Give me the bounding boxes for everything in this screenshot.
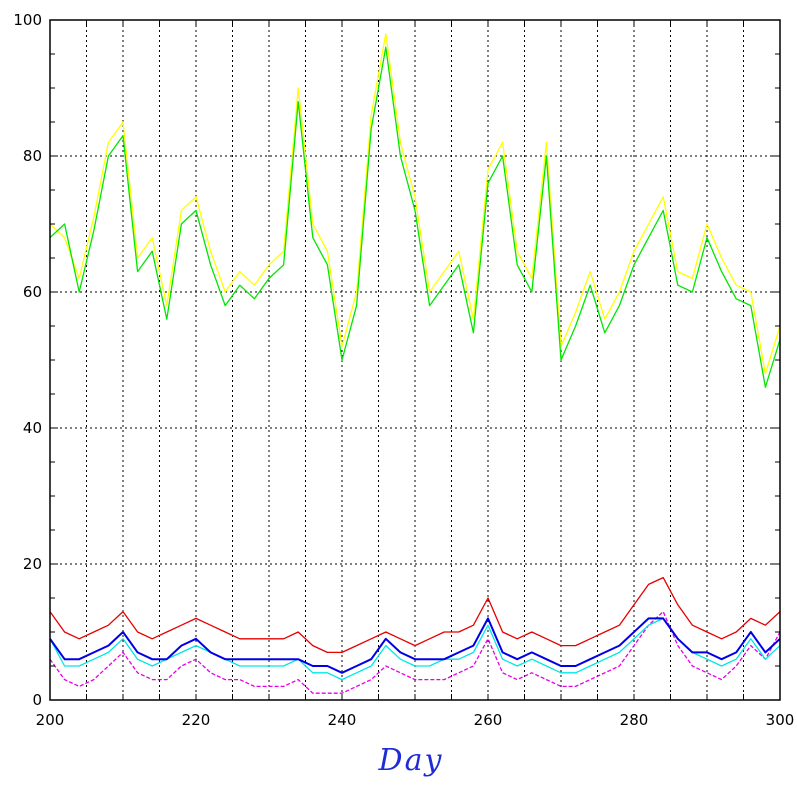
x-tick-label: 300 bbox=[766, 711, 795, 729]
x-tick-label: 220 bbox=[182, 711, 211, 729]
grid bbox=[50, 20, 780, 700]
y-tick-labels: 0 20 40 60 80 100 bbox=[13, 11, 42, 709]
series-line-green bbox=[49, 46, 781, 388]
plot-frame bbox=[49, 19, 781, 701]
y-tick-label: 20 bbox=[23, 555, 42, 573]
series-line-blue bbox=[49, 617, 781, 674]
y-tick-label: 100 bbox=[13, 11, 42, 29]
y-tick-label: 0 bbox=[32, 691, 42, 709]
series-line-magenta bbox=[49, 610, 781, 694]
x-axis-title: Day bbox=[378, 743, 444, 778]
series-line-cyan bbox=[49, 617, 781, 681]
series-line-red bbox=[49, 576, 781, 654]
y-tick-label: 60 bbox=[23, 283, 42, 301]
x-tick-label: 240 bbox=[328, 711, 357, 729]
y-tick-label: 40 bbox=[23, 419, 42, 437]
y-tick-label: 80 bbox=[23, 147, 42, 165]
series-line-yellow bbox=[49, 32, 781, 375]
x-tick-labels: 200 220 240 260 280 300 bbox=[36, 711, 795, 729]
x-tick-label: 280 bbox=[620, 711, 649, 729]
x-tick-label: 200 bbox=[36, 711, 65, 729]
series-layer bbox=[49, 32, 781, 694]
x-tick-label: 260 bbox=[474, 711, 503, 729]
